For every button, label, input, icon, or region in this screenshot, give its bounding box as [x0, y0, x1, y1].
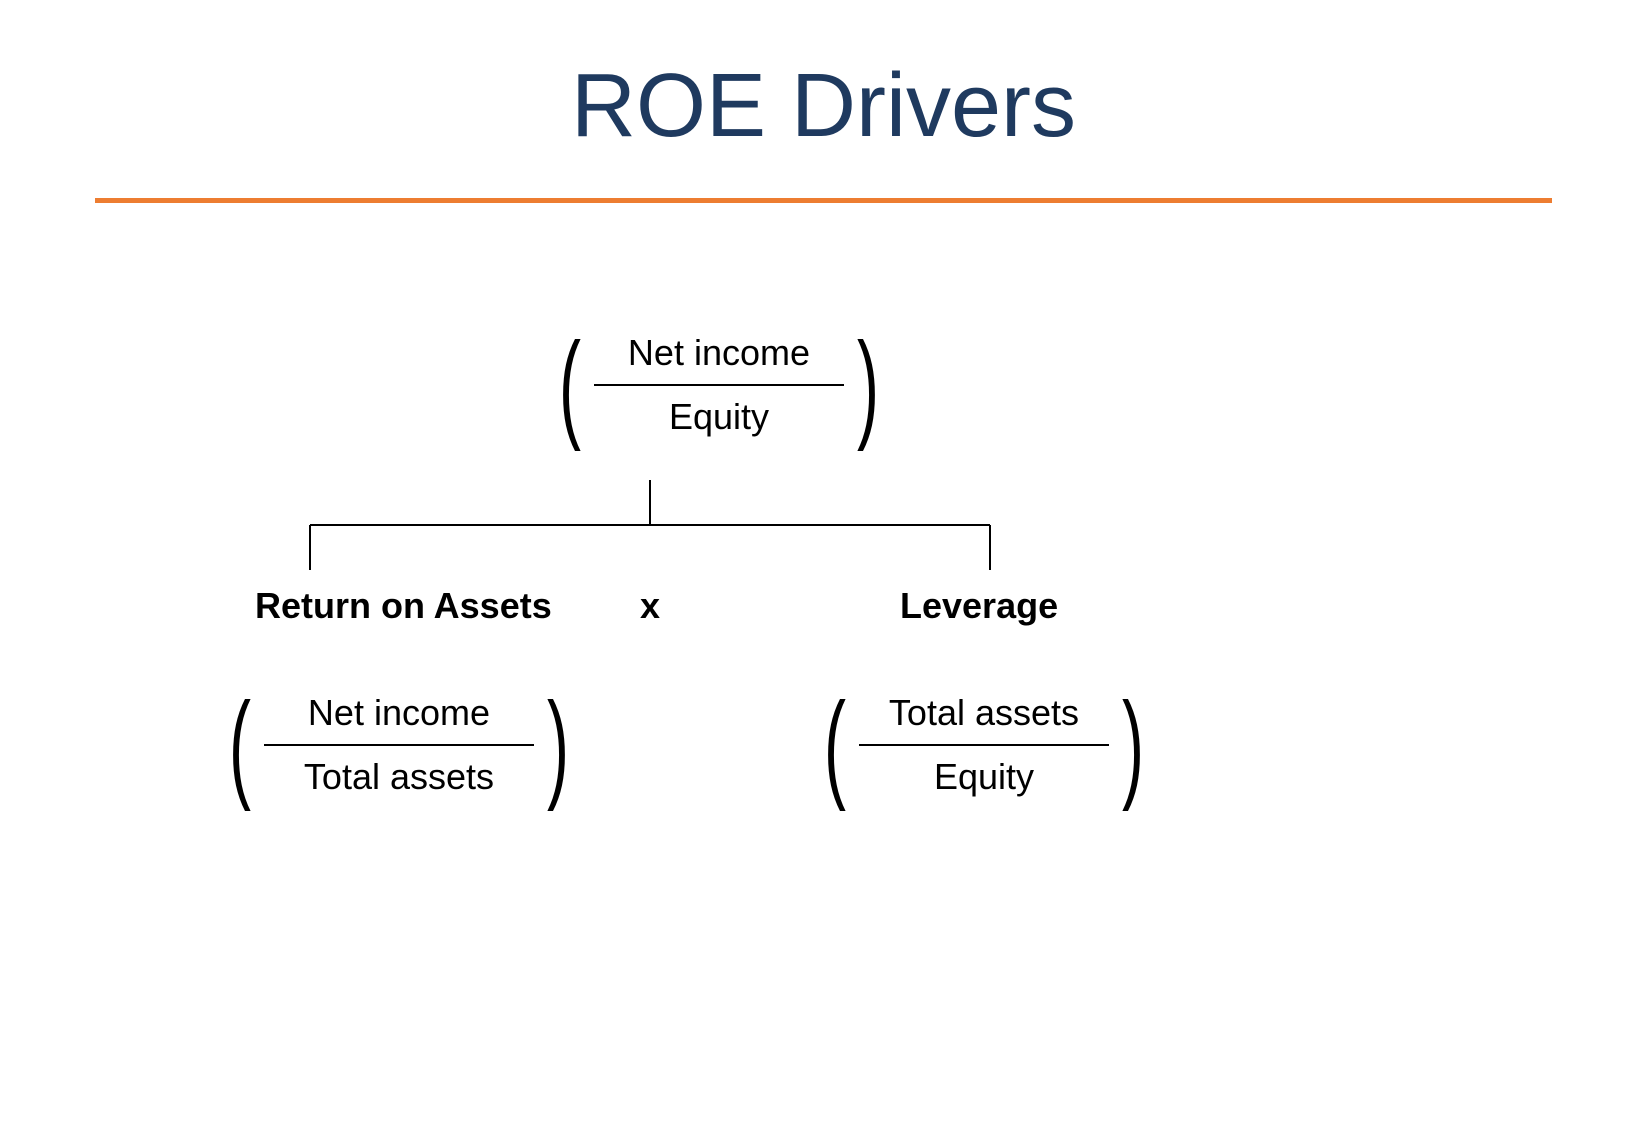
title-divider — [95, 198, 1552, 203]
leverage-fraction-line — [859, 744, 1109, 746]
multiply-operator: x — [640, 585, 660, 627]
right-bracket-icon: ) — [547, 685, 569, 805]
leverage-label: Leverage — [900, 585, 1058, 627]
leverage-fraction-body: Total assets Equity — [855, 686, 1113, 804]
roa-denominator: Total assets — [292, 750, 506, 804]
roa-numerator: Net income — [296, 686, 502, 740]
left-bracket-icon: ( — [229, 685, 251, 805]
right-bracket-icon: ) — [1122, 685, 1144, 805]
roa-fraction-line — [264, 744, 534, 746]
leverage-denominator: Equity — [922, 750, 1046, 804]
roa-fraction: ( Net income Total assets ) — [220, 685, 578, 805]
left-bracket-icon: ( — [824, 685, 846, 805]
roa-fraction-body: Net income Total assets — [260, 686, 538, 804]
return-on-assets-label: Return on Assets — [255, 585, 552, 627]
leverage-fraction: ( Total assets Equity ) — [815, 685, 1153, 805]
page-title: ROE Drivers — [0, 0, 1647, 198]
leverage-numerator: Total assets — [877, 686, 1091, 740]
